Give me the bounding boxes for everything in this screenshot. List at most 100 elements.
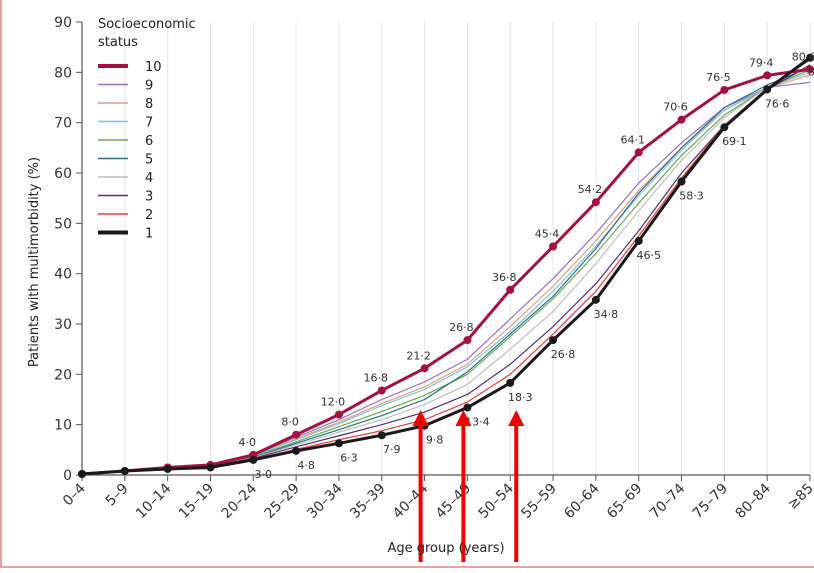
data-label-top: 79·4	[749, 56, 774, 69]
x-tick-label: 20–24	[219, 480, 261, 522]
data-label-bottom: 18·3	[508, 391, 533, 404]
x-tick-label: ≥85	[785, 481, 814, 513]
data-label-bottom: 26·8	[551, 348, 576, 361]
legend-label-8: 8	[145, 97, 153, 112]
y-tick-label: 50	[54, 216, 72, 232]
series-point-10	[591, 198, 600, 207]
data-label-top: 8·0	[281, 416, 299, 429]
annotation-arrows	[412, 410, 525, 562]
y-tick-label: 80	[54, 65, 72, 81]
data-label-top: 54·2	[578, 183, 603, 196]
data-label-top: 64·1	[620, 133, 645, 146]
legend-label-9: 9	[145, 79, 153, 94]
series-point-10	[549, 242, 558, 251]
y-tick-label: 70	[54, 116, 72, 132]
series-point-1	[634, 236, 643, 245]
series-point-1	[120, 466, 129, 475]
series-point-1	[720, 123, 729, 132]
y-tick-label: 90	[54, 15, 72, 31]
y-axis-label: Patients with multimorbidity (%)	[27, 157, 42, 367]
series-point-1	[677, 177, 686, 186]
series-line-4	[81, 66, 811, 475]
x-tick-label: 0–4	[60, 480, 89, 509]
series-point-10	[334, 410, 343, 419]
series-line-5	[81, 66, 811, 475]
legend-label-2: 2	[145, 208, 153, 223]
data-label-top: 26·8	[449, 321, 474, 334]
y-tick-label: 20	[54, 367, 72, 383]
data-label-top: 80·6	[792, 50, 814, 63]
series-point-10	[377, 386, 386, 395]
x-tick-label: 75–79	[690, 481, 731, 522]
series-group	[78, 53, 814, 478]
series-point-1	[206, 463, 215, 472]
x-tick-label: 10–14	[133, 480, 175, 522]
series-point-10	[720, 85, 729, 94]
legend-label-5: 5	[145, 153, 153, 168]
series-line-7	[81, 71, 811, 475]
legend-label-1: 1	[145, 227, 153, 242]
legend-label-10: 10	[145, 60, 162, 75]
y-tick-label: 30	[54, 317, 72, 333]
legend-label-4: 4	[145, 171, 153, 186]
series-point-10	[806, 65, 814, 74]
x-tick-label: 30–34	[304, 480, 346, 522]
series-point-10	[506, 285, 515, 294]
series-point-10	[634, 148, 643, 157]
annotation-arrow-head	[455, 410, 472, 426]
data-label-bottom: 34·8	[594, 308, 619, 321]
data-label-bottom: 6·3	[340, 451, 358, 464]
grid-lines	[81, 22, 811, 475]
y-tick-label: 0	[63, 468, 72, 484]
data-label-top: 4·0	[239, 436, 257, 449]
x-tick-label: 80–84	[733, 480, 775, 522]
x-tick-label: 40–44	[390, 480, 432, 522]
series-point-1	[163, 464, 172, 473]
series-line-8	[81, 74, 811, 475]
series-point-1	[806, 53, 814, 62]
data-label-top: 36·8	[492, 271, 517, 284]
data-label-bottom: 46·5	[636, 249, 661, 262]
series-point-1	[506, 378, 515, 387]
legend-label-3: 3	[145, 190, 153, 205]
series-line-2	[81, 59, 811, 475]
x-tick-label: 50–54	[476, 480, 518, 522]
data-label-bottom: 82·9	[808, 66, 814, 79]
data-label-bottom: 76·6	[765, 97, 790, 110]
data-label-bottom: 9·8	[426, 434, 444, 447]
series-line-10	[81, 67, 811, 476]
series-line-1	[81, 56, 811, 476]
series-line-3	[81, 64, 811, 475]
series-point-1	[763, 85, 772, 94]
y-tick-label: 40	[54, 267, 72, 283]
series-point-1	[549, 336, 558, 345]
data-label-bottom: 58·3	[679, 190, 704, 203]
x-tick-label: 5–9	[103, 481, 132, 510]
data-label-top: 12·0	[321, 396, 346, 409]
x-axis-label: Age group (years)	[387, 541, 504, 556]
series-point-10	[292, 430, 301, 439]
x-tick-label: 25–29	[261, 481, 302, 522]
series-point-1	[377, 431, 386, 440]
data-label-bottom: 7·9	[383, 443, 401, 456]
x-tick-label: 15–19	[176, 481, 217, 522]
series-point-1	[78, 469, 86, 478]
annotation-arrow-head	[412, 410, 429, 426]
data-label-top: 45·4	[535, 227, 560, 240]
data-label-bottom: 69·1	[722, 135, 747, 148]
legend-title-line-2: status	[98, 35, 138, 50]
data-label-top: 70·6	[663, 101, 688, 114]
data-label-top: 76·5	[706, 71, 731, 84]
x-tick-label: 60–64	[561, 480, 603, 522]
legend: Socioeconomic status 10 9 8 7 6 5 4 3 2 1	[98, 17, 196, 242]
x-tick-label: 70–74	[647, 480, 689, 522]
series-point-1	[292, 446, 301, 455]
legend-title-line-1: Socioeconomic	[98, 17, 196, 32]
data-label-bottom: 13·4	[465, 416, 490, 429]
x-tick-label: 45–49	[433, 481, 474, 522]
series-point-1	[463, 403, 472, 412]
x-tick-label: 55–59	[518, 481, 559, 522]
x-tick-label: 35–39	[347, 481, 388, 522]
